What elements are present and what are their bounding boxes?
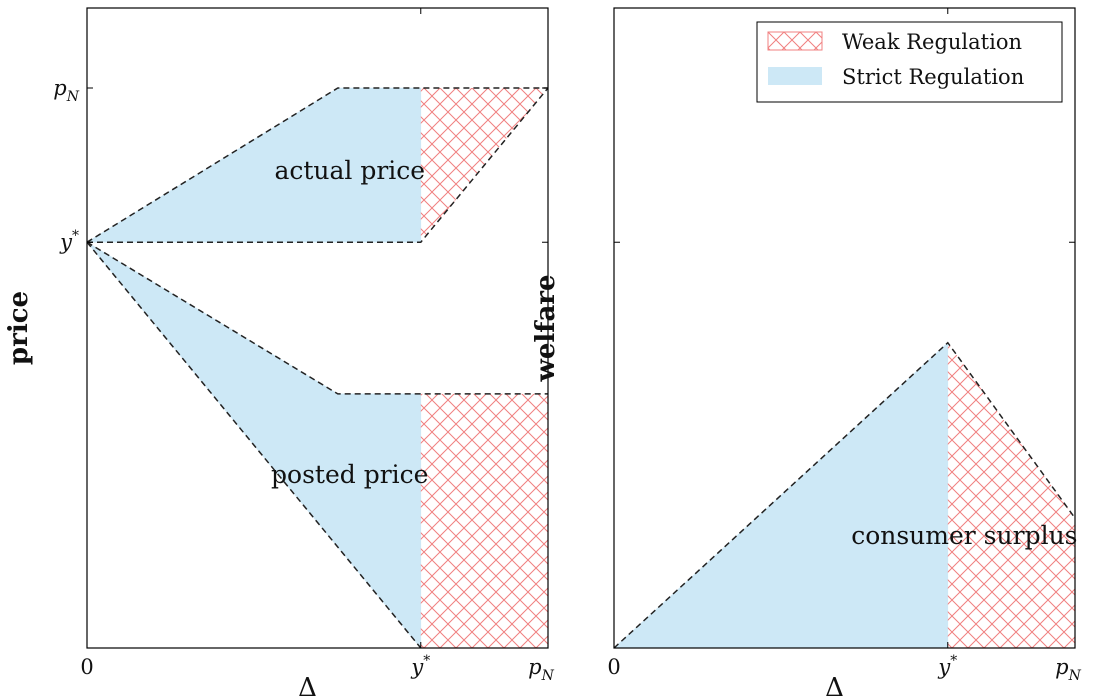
right-y-axis-label: welfare: [531, 274, 561, 382]
right-chart-welfare: consumer surplus 0 y* pN Δ welfare: [531, 7, 1082, 698]
left-x-tick-ystar: y*: [410, 653, 430, 679]
right-x-tick-0: 0: [607, 655, 620, 679]
right-plot-frame: [613, 7, 1076, 649]
legend-label-weak-regulation: Weak Regulation: [842, 30, 1022, 54]
left-y-tick-pn: pN: [53, 76, 79, 105]
left-boundary-lines: [86, 87, 549, 649]
right-regions: [613, 342, 1075, 649]
legend-swatch-strict-regulation: [768, 67, 822, 85]
left-dashed-line-3: [86, 241, 422, 649]
left-chart-price: actual price posted price 0 y* pN y* pN …: [4, 7, 555, 698]
right-x-tick-pn: pN: [1055, 655, 1081, 684]
left-region-weak-3: [420, 393, 548, 648]
actual-price-label: actual price: [274, 156, 425, 185]
legend-label-strict-regulation: Strict Regulation: [842, 65, 1024, 89]
legend: Weak Regulation Strict Regulation: [756, 21, 1063, 103]
right-dashed-line-0: [613, 341, 1076, 649]
right-x-tick-ystar: y*: [937, 653, 957, 679]
left-x-tick-0: 0: [80, 655, 93, 679]
right-x-axis-label: Δ: [825, 673, 844, 698]
left-dashed-line-0: [86, 87, 548, 243]
left-dashed-line-1: [87, 87, 549, 243]
left-x-axis-label: Δ: [298, 673, 317, 698]
left-plot-frame: [86, 7, 549, 649]
left-dashed-line-2: [86, 241, 548, 395]
legend-swatch-weak-regulation: [767, 31, 823, 51]
left-y-axis-label: price: [4, 291, 34, 365]
consumer-surplus-label: consumer surplus: [851, 521, 1077, 550]
left-y-tick-ystar: y*: [59, 228, 79, 254]
left-x-tick-pn: pN: [528, 655, 554, 684]
right-region-weak-1: [947, 342, 1075, 648]
right-boundary-lines: [613, 341, 1076, 649]
posted-price-label: posted price: [271, 460, 428, 489]
